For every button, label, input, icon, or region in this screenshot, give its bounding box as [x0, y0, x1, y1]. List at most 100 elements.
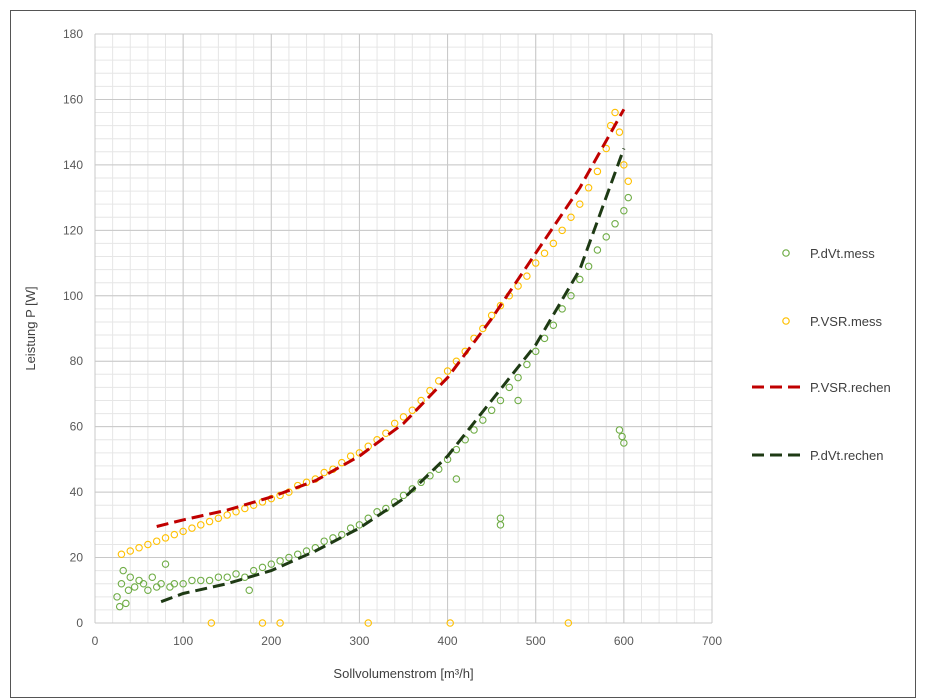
data-point — [214, 573, 223, 581]
data-point — [205, 576, 214, 585]
x-tick-label: 600 — [614, 634, 634, 648]
data-point — [241, 573, 249, 581]
data-point — [276, 557, 284, 565]
data-point — [188, 576, 196, 585]
data-point — [115, 602, 124, 611]
y-tick-label: 120 — [63, 223, 83, 237]
data-point — [567, 213, 575, 221]
data-point — [443, 367, 452, 375]
legend-label: P.dVt.mess — [810, 246, 875, 261]
data-point — [558, 226, 566, 235]
data-point — [188, 524, 196, 532]
data-point — [618, 432, 626, 441]
x-tick-label: 100 — [173, 634, 193, 648]
data-point — [157, 579, 165, 588]
data-point — [615, 426, 624, 434]
data-point — [390, 419, 399, 428]
data-point — [470, 426, 478, 434]
data-point — [113, 593, 121, 601]
data-point — [496, 301, 505, 310]
data-point — [170, 579, 179, 588]
data-point — [435, 377, 443, 385]
data-point — [593, 246, 602, 254]
data-point — [135, 543, 143, 552]
data-point — [523, 272, 531, 280]
data-point — [144, 540, 152, 549]
legend-label: P.dVt.rechen — [810, 448, 883, 463]
y-tick-label: 160 — [63, 92, 83, 106]
x-tick-label: 500 — [526, 634, 546, 648]
data-point — [130, 583, 139, 591]
data-point — [540, 334, 549, 343]
data-point — [320, 537, 328, 545]
data-point — [602, 144, 610, 153]
data-point — [523, 360, 531, 369]
data-point — [161, 534, 170, 542]
data-point — [170, 530, 179, 539]
series-P.VSR.mess — [117, 108, 633, 627]
legend-item: P.dVt.mess — [782, 246, 875, 261]
data-point — [245, 586, 254, 595]
series-line-P.dVt.rechen — [160, 147, 626, 604]
data-point — [584, 184, 593, 192]
y-tick-label: 80 — [70, 354, 84, 368]
series — [113, 108, 633, 627]
data-point — [452, 445, 461, 454]
y-axis-title: Leistung P [W] — [23, 286, 38, 370]
data-point — [417, 478, 425, 487]
legend-item: P.dVt.rechen — [752, 448, 883, 463]
x-tick-label: 700 — [702, 634, 722, 648]
data-point — [564, 619, 573, 627]
data-point — [620, 206, 628, 215]
data-point — [223, 573, 231, 581]
data-point — [122, 599, 130, 608]
data-point — [620, 161, 628, 169]
data-point — [117, 579, 126, 588]
data-point — [479, 416, 487, 424]
legend-marker — [782, 317, 790, 325]
data-point — [207, 619, 216, 627]
y-tick-label: 60 — [70, 420, 84, 434]
data-point — [531, 259, 540, 267]
y-tick-label: 20 — [70, 551, 84, 565]
data-point — [487, 406, 496, 415]
data-point — [602, 233, 610, 241]
data-point — [558, 305, 566, 313]
data-point — [399, 413, 408, 421]
y-tick-label: 100 — [63, 289, 83, 303]
data-point — [161, 560, 170, 568]
data-point — [593, 167, 602, 176]
data-point — [567, 292, 575, 300]
data-point — [124, 586, 133, 595]
data-point — [576, 200, 584, 208]
data-point — [135, 576, 143, 585]
data-point — [531, 347, 540, 356]
series-P.dVt.mess — [113, 193, 633, 611]
x-tick-label: 400 — [438, 634, 458, 648]
data-point — [148, 573, 157, 581]
data-point — [197, 521, 205, 529]
data-point — [446, 619, 454, 627]
data-point — [117, 550, 126, 559]
x-tick-label: 200 — [261, 634, 281, 648]
data-point — [549, 321, 558, 329]
data-point — [249, 566, 258, 575]
data-point — [144, 586, 152, 595]
x-tick-label: 0 — [92, 634, 99, 648]
data-point — [214, 514, 223, 523]
data-point — [139, 579, 148, 588]
data-point — [152, 537, 161, 545]
axis-ticks: 0 100 200 300 400 500 600 700 0 20 40 60 80 100 120 140… — [63, 27, 722, 648]
data-point — [624, 193, 633, 202]
data-point — [166, 583, 174, 591]
x-tick-label: 300 — [349, 634, 369, 648]
legend-item: P.VSR.rechen — [752, 380, 891, 395]
data-point — [540, 249, 549, 257]
data-point — [496, 514, 505, 523]
data-point — [549, 239, 558, 248]
data-point — [223, 511, 231, 519]
legend-label: P.VSR.mess — [810, 314, 883, 329]
legend-item: P.VSR.mess — [782, 314, 883, 329]
data-point — [152, 583, 161, 591]
